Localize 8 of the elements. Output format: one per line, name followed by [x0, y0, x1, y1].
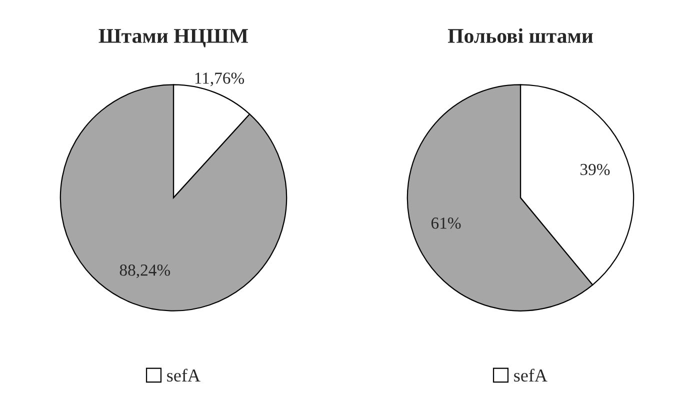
chart-title: Штами НЦШМ: [98, 29, 248, 48]
data-label: 11,76%: [195, 72, 244, 86]
legend-label: sefA: [514, 368, 548, 382]
data-label: 61%: [431, 218, 461, 229]
legend-label: sefA: [167, 368, 200, 382]
data-label: 39%: [580, 164, 610, 176]
data-label: 88,24%: [120, 264, 170, 278]
chart-title: Польові штами: [448, 28, 593, 44]
